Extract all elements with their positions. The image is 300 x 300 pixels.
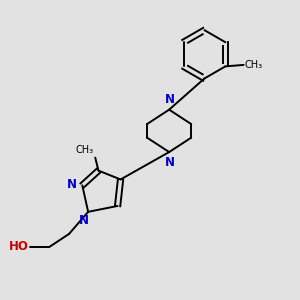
Text: N: N	[67, 178, 77, 191]
Text: CH₃: CH₃	[245, 60, 263, 70]
Text: N: N	[79, 214, 89, 227]
Text: HO: HO	[8, 240, 28, 254]
Text: CH₃: CH₃	[76, 145, 94, 155]
Text: N: N	[165, 93, 175, 106]
Text: N: N	[165, 156, 175, 169]
